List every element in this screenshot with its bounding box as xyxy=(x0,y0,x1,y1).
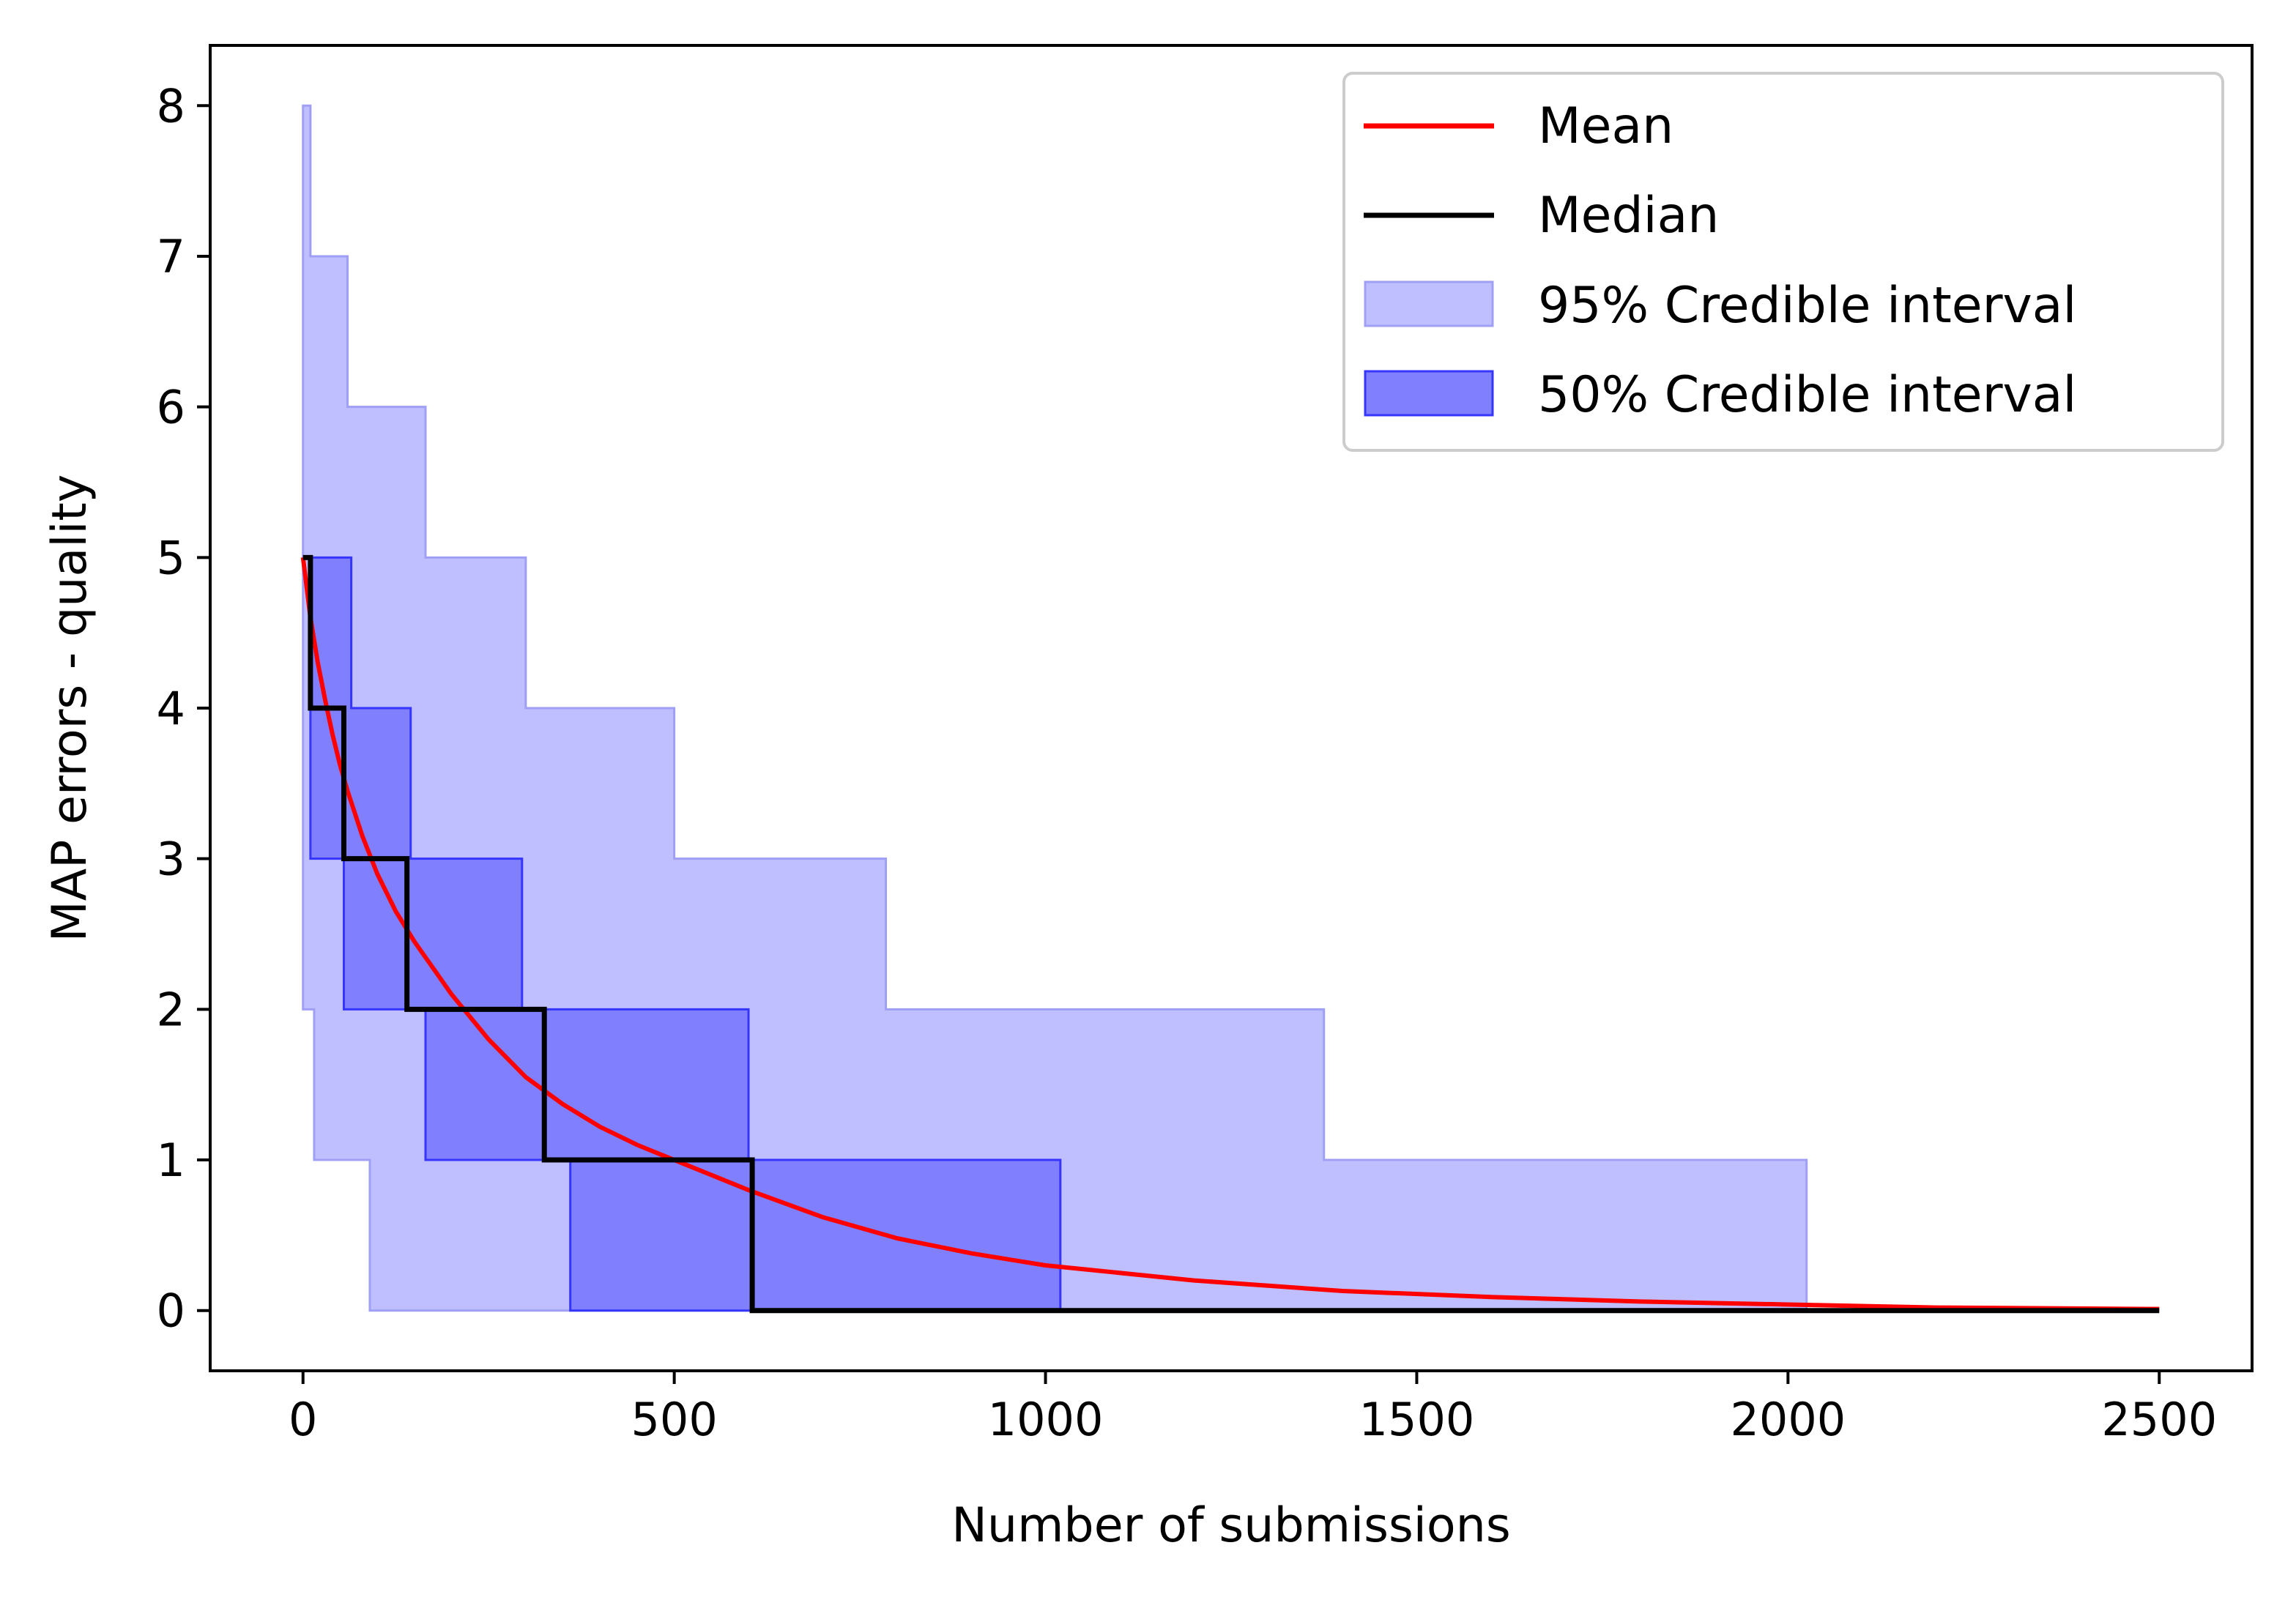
y-tick-label: 6 xyxy=(157,381,185,434)
legend-label-median: Median xyxy=(1538,187,1719,245)
legend-label-mean: Mean xyxy=(1538,97,1673,155)
median-line xyxy=(302,554,2160,1314)
y-tick-label: 7 xyxy=(157,230,185,283)
ci50-band xyxy=(302,556,1062,1312)
x-axis-label: Number of submissions xyxy=(951,1498,1510,1553)
legend-swatch-ci95 xyxy=(1364,280,1494,327)
y-axis-label: MAP errors - quality xyxy=(42,475,97,942)
y-tick-label: 3 xyxy=(157,833,185,886)
x-tick-label: 1500 xyxy=(1359,1393,1475,1446)
legend-box xyxy=(1342,72,2224,452)
x-tick-label: 2000 xyxy=(1730,1393,1846,1446)
x-tick-label: 1000 xyxy=(988,1393,1104,1446)
y-tick-label: 4 xyxy=(157,682,185,735)
x-tick-label: 0 xyxy=(289,1393,317,1446)
axis-ticks: 0 500 1000 1500 2000 2500 0 1 2 3 4 5 6 7 8 xyxy=(157,79,2218,1446)
y-tick-label: 5 xyxy=(157,531,185,584)
legend-swatch-ci50 xyxy=(1364,370,1494,417)
legend: Mean Median 95% Credible interval 50% Cr… xyxy=(1342,72,2224,452)
y-tick-label: 8 xyxy=(157,79,185,133)
plot-area xyxy=(300,104,2160,1314)
y-tick-label: 1 xyxy=(157,1134,185,1187)
y-tick-label: 2 xyxy=(157,983,185,1036)
legend-label-ci50: 50% Credible interval xyxy=(1538,366,2076,424)
x-tick-label: 500 xyxy=(631,1393,717,1446)
mean-line xyxy=(300,557,2160,1311)
x-tick-label: 2500 xyxy=(2101,1393,2217,1446)
y-tick-label: 0 xyxy=(157,1284,185,1338)
legend-label-ci95: 95% Credible interval xyxy=(1538,277,2076,335)
